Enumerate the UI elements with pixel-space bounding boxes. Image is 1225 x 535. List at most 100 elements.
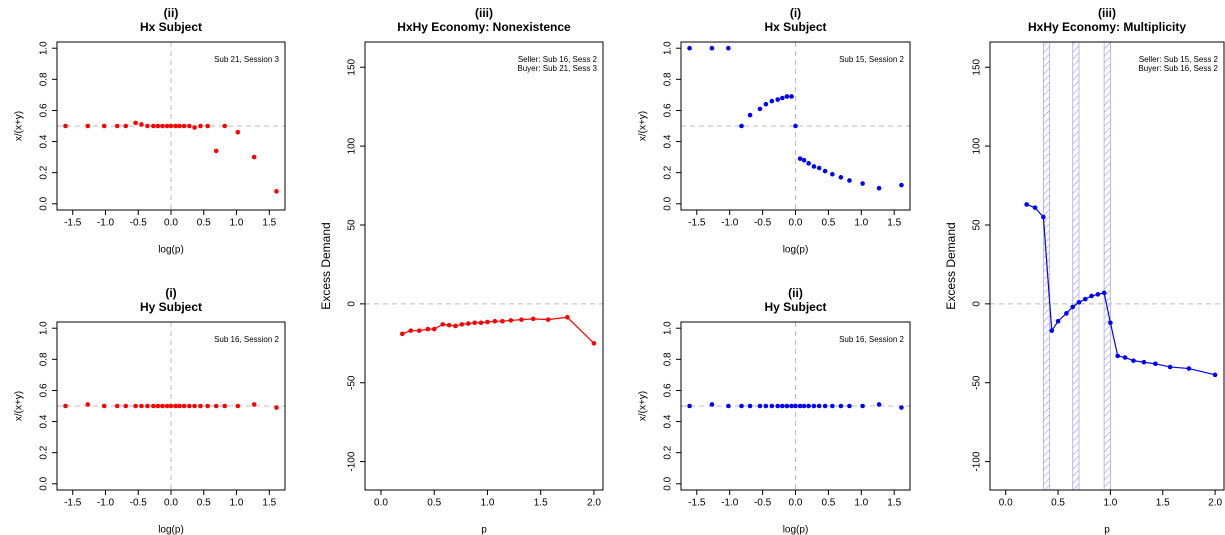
x-tick-label: 0.5: [197, 218, 211, 229]
x-tick-label: 0.5: [821, 218, 835, 229]
point: [793, 123, 798, 129]
x-tick-label: -0.5: [754, 498, 772, 509]
x-tick-label: 1.0: [854, 498, 868, 509]
point: [545, 317, 551, 322]
point: [780, 95, 785, 101]
x-tick-label: 2.0: [1208, 498, 1222, 509]
annotation: Sub 16, Session 2: [839, 335, 904, 344]
point: [876, 402, 882, 407]
y-tick-label: 0.8: [39, 352, 50, 366]
point: [399, 331, 405, 337]
x-tick-label: -1.0: [721, 498, 739, 509]
y-tick-label: 0.2: [663, 165, 674, 179]
panel-subtitle: Hy Subject: [764, 300, 826, 314]
y-tick-label: 0.2: [39, 445, 50, 459]
point: [801, 403, 807, 409]
y-tick-label: 0: [347, 301, 358, 307]
point: [775, 403, 781, 409]
y-tick-label: 1.0: [663, 41, 674, 55]
point: [1089, 293, 1094, 299]
point: [1041, 214, 1046, 220]
y-tick-label: 0.4: [663, 134, 674, 148]
point: [1122, 355, 1128, 360]
point: [145, 403, 150, 409]
panel: (i)Hy Subject -1.5 -1.0 -0.5 0.0 0.5 1.0 1.5 0.0…: [14, 286, 286, 535]
y-tick-label: 0.8: [39, 72, 50, 86]
y-tick-label: 0.6: [39, 383, 50, 397]
point: [251, 402, 257, 407]
y-axis-label: x/(x+y): [638, 111, 649, 141]
point: [780, 403, 785, 409]
point: [1082, 296, 1088, 302]
y-tick-label: 150: [347, 58, 358, 75]
annotation: Buyer: Sub 21, Sess 3: [517, 64, 597, 73]
x-tick-label: 1.0: [230, 218, 244, 229]
panel-subtitle: Hx Subject: [764, 20, 826, 34]
x-axis-label: p: [1104, 525, 1110, 535]
point: [747, 403, 753, 409]
point: [1131, 358, 1136, 363]
point: [806, 161, 811, 166]
panel-title: (iii): [475, 6, 493, 20]
point: [530, 316, 536, 322]
point: [235, 403, 241, 409]
panel: (iii)HxHy Economy: Multiplicity 0.0 0.5 1.0…: [944, 6, 1225, 535]
point: [876, 185, 882, 191]
point: [114, 123, 120, 129]
y-tick-label: 0.4: [663, 414, 674, 428]
x-tick-label: 1.0: [481, 498, 495, 509]
x-tick-label: 0.5: [427, 498, 441, 509]
y-tick-label: 0: [972, 301, 983, 307]
panel-subtitle: Hx Subject: [140, 20, 202, 34]
point: [235, 129, 241, 135]
point: [789, 94, 794, 99]
x-tick-label: -1.5: [64, 218, 82, 229]
point: [187, 403, 192, 409]
point: [192, 125, 197, 130]
point: [192, 403, 197, 409]
y-tick-label: 0.6: [39, 103, 50, 117]
x-tick-label: 0.0: [164, 218, 178, 229]
point: [763, 101, 769, 107]
y-tick-label: -50: [347, 375, 358, 390]
y-tick-label: 0.6: [663, 103, 674, 117]
y-tick-label: 0.8: [663, 72, 674, 86]
point: [847, 178, 852, 183]
panel-title: (i): [165, 286, 176, 300]
panel-subtitle: HxHy Economy: Multiplicity: [1028, 20, 1186, 34]
point: [757, 403, 763, 409]
y-axis-label: Excess Demand: [319, 222, 333, 309]
point: [1024, 202, 1029, 207]
y-tick-label: 0.0: [663, 476, 674, 490]
point: [205, 123, 210, 129]
point: [63, 403, 68, 409]
point: [187, 123, 192, 129]
point: [101, 123, 107, 129]
point: [811, 164, 817, 169]
x-tick-label: 2.0: [587, 498, 601, 509]
point: [860, 403, 865, 409]
point: [1186, 366, 1192, 371]
y-tick-label: -100: [972, 451, 983, 471]
point: [726, 45, 731, 51]
y-axis-label: x/(x+y): [14, 391, 25, 421]
y-tick-label: 0.6: [663, 383, 674, 397]
point: [478, 320, 484, 326]
annotation: Sub 16, Session 2: [214, 335, 279, 344]
point: [726, 403, 731, 409]
x-axis-label: log(p): [158, 245, 184, 256]
y-tick-label: 1.0: [39, 41, 50, 55]
point: [769, 403, 775, 409]
panel: (ii)Hy Subject -1.5 -1.0 -0.5 0.0 0.5 1.0 1.5 0.…: [638, 286, 911, 535]
point: [784, 403, 790, 409]
plot-frame: [989, 41, 1225, 491]
point: [847, 403, 852, 409]
point: [1101, 290, 1107, 296]
point: [860, 181, 865, 186]
point: [816, 403, 822, 409]
point: [459, 322, 465, 327]
y-tick-label: 1.0: [663, 321, 674, 335]
point: [168, 403, 174, 409]
point: [806, 403, 811, 409]
x-tick-label: 0.5: [821, 498, 835, 509]
